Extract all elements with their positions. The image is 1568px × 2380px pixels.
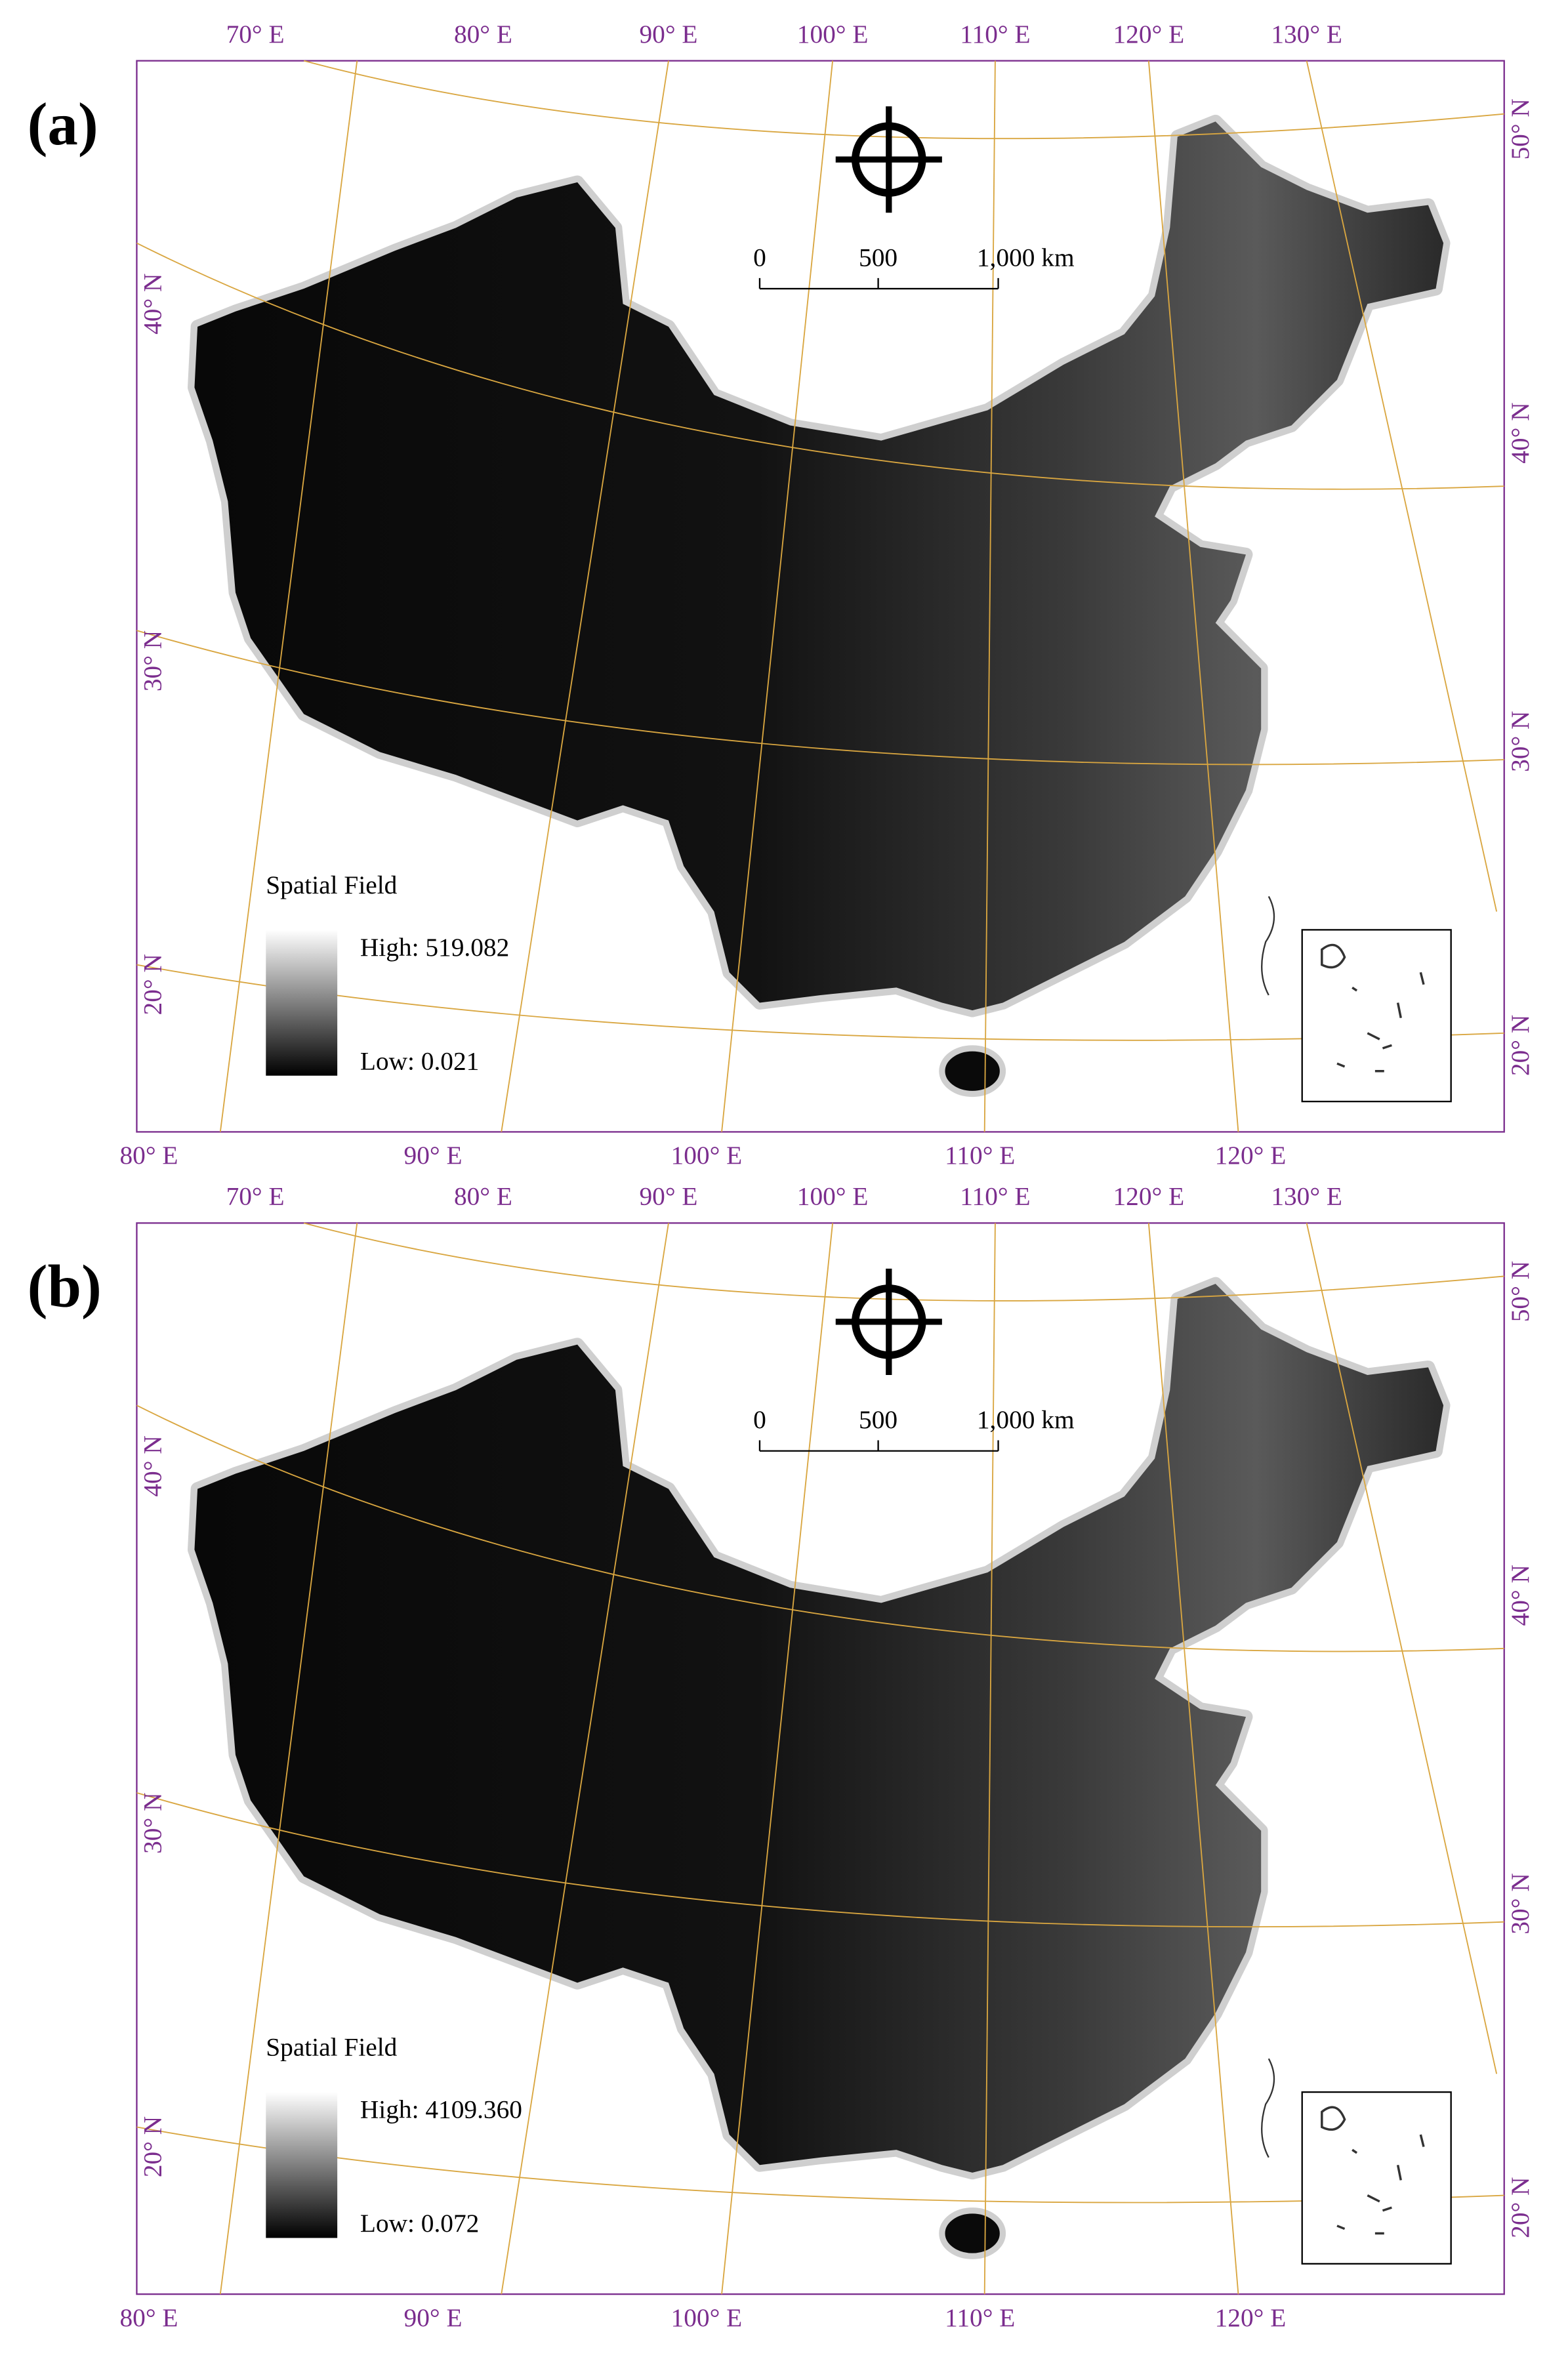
latitude-label: 40° N [138, 1435, 167, 1496]
latitude-label: 30° N [138, 630, 167, 691]
latitude-label: 30° N [1506, 711, 1535, 772]
longitude-label: 70° E [226, 1182, 285, 1211]
longitude-label: 110° E [960, 1182, 1030, 1211]
latitude-label: 50° N [1506, 1261, 1535, 1322]
latitude-label: 50° N [1506, 98, 1535, 159]
latitude-label: 20° N [1506, 2177, 1535, 2238]
latitude-label: 20° N [138, 2116, 167, 2177]
longitude-label: 90° E [404, 1141, 463, 1170]
scale-label: 0 [753, 1405, 766, 1434]
longitude-label: 100° E [671, 2303, 743, 2332]
longitude-label: 80° E [119, 1141, 178, 1170]
latitude-label: 40° N [1506, 1565, 1535, 1626]
legend-high: High: 4109.360 [360, 2095, 522, 2124]
map-panel: (b) 70° E 80° E 90° E 100° E 110° E 120° E 130°… [28, 1182, 1535, 2332]
longitude-label: 120° E [1113, 1182, 1184, 1211]
longitude-label: 90° E [404, 2303, 463, 2332]
map-panel: (a) 70° E 80° E 90° E 100° E 110° E 120° E 130°… [28, 20, 1535, 1170]
panel-label: (a) [28, 91, 98, 158]
longitude-label: 100° E [797, 20, 869, 49]
scale-label: 0 [753, 243, 766, 272]
legend-low: Low: 0.021 [360, 1046, 479, 1075]
latitude-label: 30° N [1506, 1873, 1535, 1934]
longitude-label: 100° E [671, 1141, 743, 1170]
longitude-label: 110° E [960, 20, 1030, 49]
longitude-label: 130° E [1271, 1182, 1342, 1211]
scale-label: 500 [859, 243, 897, 272]
longitude-label: 130° E [1271, 20, 1342, 49]
longitude-label: 80° E [454, 1182, 512, 1211]
legend-title: Spatial Field [266, 2033, 397, 2062]
scale-label: 1,000 km [977, 1405, 1075, 1434]
latitude-label: 20° N [1506, 1015, 1535, 1076]
latitude-label: 30° N [138, 1793, 167, 1854]
longitude-label: 120° E [1215, 1141, 1287, 1170]
latitude-label: 40° N [1506, 402, 1535, 463]
scale-label: 1,000 km [977, 243, 1075, 272]
latitude-label: 40° N [138, 274, 167, 335]
longitude-label: 110° E [945, 2303, 1015, 2332]
longitude-label: 90° E [640, 20, 698, 49]
longitude-label: 110° E [945, 1141, 1015, 1170]
panel-label: (b) [28, 1253, 102, 1321]
longitude-label: 100° E [797, 1182, 869, 1211]
longitude-label: 120° E [1113, 20, 1184, 49]
longitude-label: 80° E [454, 20, 512, 49]
longitude-label: 70° E [226, 20, 285, 49]
longitude-label: 120° E [1215, 2303, 1287, 2332]
scale-label: 500 [859, 1405, 897, 1434]
legend-high: High: 519.082 [360, 933, 509, 962]
legend-low: Low: 0.072 [360, 2209, 479, 2238]
latitude-label: 20° N [138, 954, 167, 1015]
longitude-label: 90° E [640, 1182, 698, 1211]
legend-title: Spatial Field [266, 871, 397, 899]
longitude-label: 80° E [119, 2303, 178, 2332]
